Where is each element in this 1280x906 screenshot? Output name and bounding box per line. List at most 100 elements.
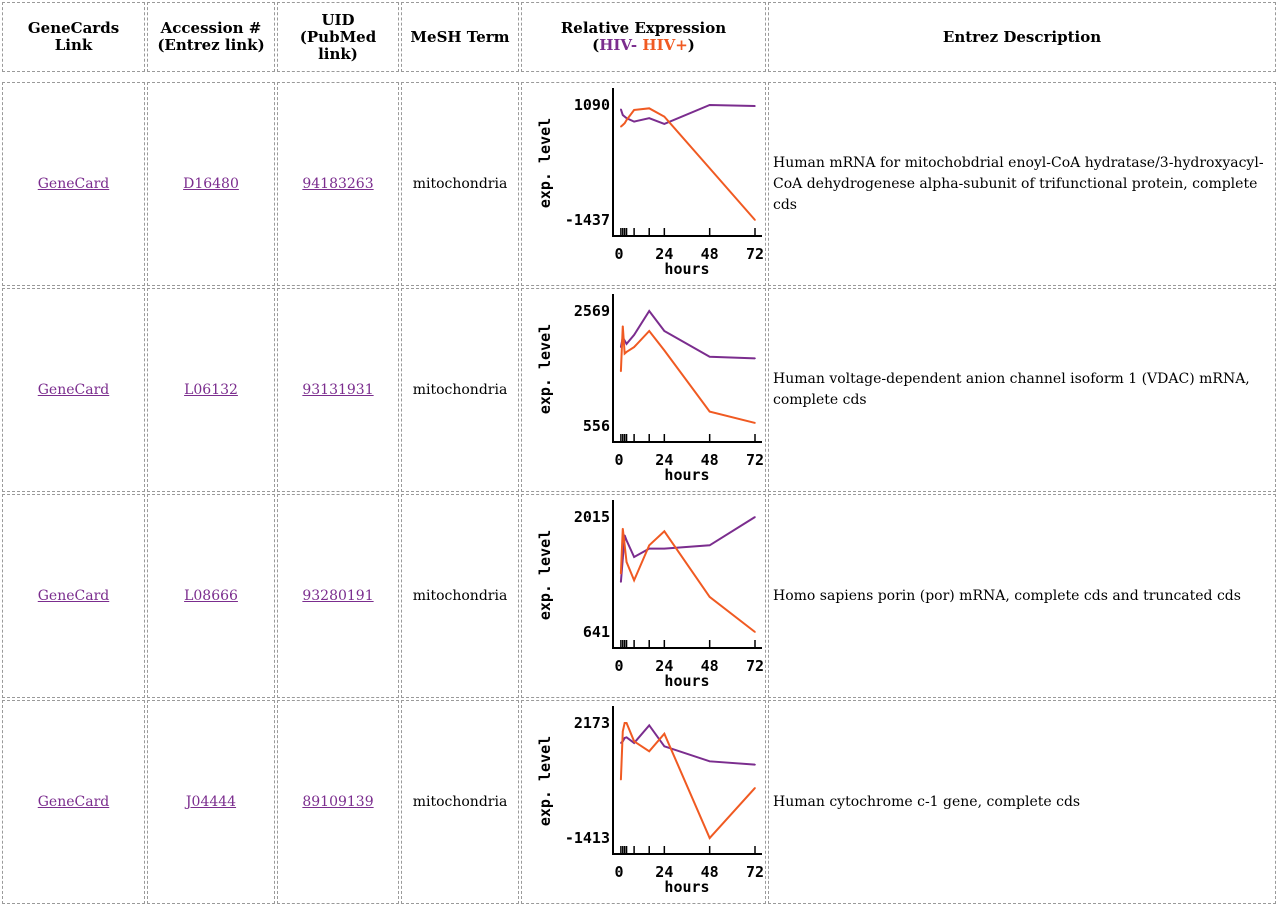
data-point [754,219,756,221]
pubmed-link[interactable]: 89109139 [302,794,374,810]
data-point [633,334,635,336]
x-tick-label: 48 [701,657,719,675]
data-point [623,544,626,547]
mesh-term: mitochondria [401,700,519,904]
data-point [623,737,626,739]
data-point [708,544,711,547]
accession-link[interactable]: L06132 [184,382,238,398]
data-point [663,349,666,352]
data-point [663,530,666,533]
data-point [625,722,628,724]
table-row: GeneCard J04444 89109139 mitochondria 21… [2,700,1276,904]
data-point [754,631,756,633]
genecard-link[interactable]: GeneCard [37,588,110,604]
entrez-description: Human voltage-dependent anion channel is… [768,288,1276,492]
accession-cell: L06132 [147,288,275,492]
header-row: GeneCards Link Accession # (Entrez link) U… [2,2,1276,72]
expression-chart-cell: 2569 556 0 24 48 72 hours exp. level [521,288,766,492]
series-line-hiv-neg [619,103,756,125]
data-point [633,556,635,558]
x-tick-label: 72 [746,245,764,263]
y-axis-label: exp. level [536,324,554,414]
accession-link[interactable]: L08666 [184,588,238,604]
genecard-link[interactable]: GeneCard [37,794,110,810]
x-axis-label: hours [664,878,709,896]
header-expression: Relative Expression (HIV- HIV+) [521,2,766,72]
data-point [620,108,622,111]
accession-cell: J04444 [147,700,275,904]
data-point [663,732,666,735]
data-point [663,123,666,125]
data-point [648,724,651,727]
data-point [648,750,651,753]
y-min-label: -1437 [565,211,610,229]
mesh-term: mitochondria [401,288,519,492]
data-point [625,736,628,739]
y-max-label: 2015 [574,508,610,526]
data-point [633,120,635,123]
data-point [623,122,626,125]
x-tick-label: 48 [701,451,719,469]
data-point [663,745,666,748]
header-accession: Accession # (Entrez link) [147,2,275,72]
x-tick-label: 0 [614,863,623,881]
x-tick-label: 72 [746,657,764,675]
table-row: GeneCard D16480 94183263 mitochondria 10… [2,82,1276,286]
expression-chart-cell: 2015 641 0 24 48 72 hours exp. level [521,494,766,698]
data-point [623,352,626,355]
data-point [708,104,711,106]
data-point [625,351,628,353]
pubmed-link[interactable]: 93280191 [302,588,374,604]
data-point [620,778,622,781]
genecard-link[interactable]: GeneCard [37,176,110,192]
data-point [620,742,622,744]
header-uid: UID (PubMed link) [277,2,399,72]
pubmed-link[interactable]: 93131931 [302,382,374,398]
data-point [648,107,651,110]
entrez-description: Human cytochrome c-1 gene, complete cds [768,700,1276,904]
accession-link[interactable]: D16480 [183,176,239,192]
genecard-cell: GeneCard [2,494,145,698]
mesh-term: mitochondria [401,494,519,698]
header-description: Entrez Description [768,2,1276,72]
entrez-description: Human mRNA for mitochobdrial enoyl-CoA h… [768,82,1276,286]
accession-link[interactable]: J04444 [185,794,237,810]
y-axis-label: exp. level [536,736,554,826]
x-tick-label: 24 [655,863,673,881]
x-axis-label: hours [664,672,709,690]
genecard-link[interactable]: GeneCard [37,382,110,398]
data-point [648,544,651,547]
data-point [621,325,624,327]
x-axis-label: hours [664,466,709,484]
pubmed-link[interactable]: 94183263 [302,176,374,192]
y-axis-label: exp. level [536,118,554,208]
data-point [620,370,622,373]
data-point [633,109,635,111]
y-max-label: 1090 [574,96,610,114]
data-point [754,787,756,789]
data-point [754,763,756,766]
series-line-hiv-neg [619,516,756,583]
expression-chart-cell: 1090 -1437 0 24 48 72 hours exp. level [521,82,766,286]
expression-chart-cell: 2173 -1413 0 24 48 72 hours exp. level [521,700,766,904]
data-point [625,343,628,345]
uid-cell: 94183263 [277,82,399,286]
data-point [708,355,711,358]
data-point [621,114,624,116]
uid-cell: 93131931 [277,288,399,492]
series-line-hiv-pos [619,722,756,840]
data-point [623,115,626,118]
x-tick-label: 24 [655,657,673,675]
legend-hiv-neg: HIV- [599,36,638,54]
y-min-label: 556 [583,417,610,435]
series-line-hiv-pos [619,528,756,633]
data-point [621,124,624,126]
series-line-hiv-pos [619,326,756,424]
y-min-label: -1413 [565,829,610,847]
data-point [754,422,756,424]
x-tick-label: 72 [746,863,764,881]
data-point [625,119,628,121]
